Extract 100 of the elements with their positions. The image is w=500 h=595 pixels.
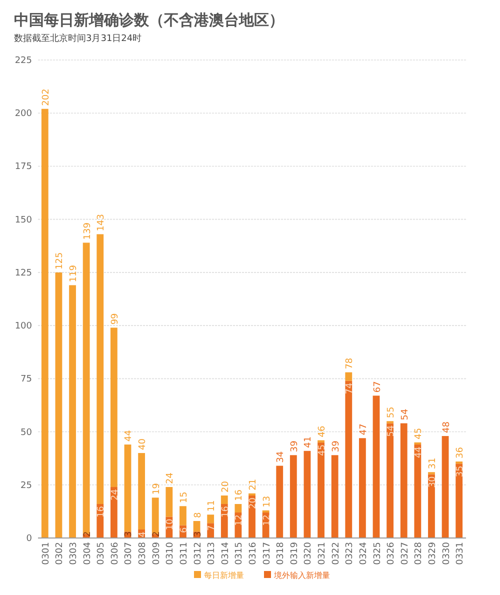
chart-subtitle: 数据截至北京时间3月31日24时 — [14, 33, 142, 44]
x-tick-label: 0304 — [82, 542, 93, 565]
total-label: 202 — [41, 88, 52, 106]
data-label: 3 — [124, 531, 134, 537]
data-label: 3 — [193, 531, 204, 537]
x-tick-label: 0312 — [193, 542, 204, 565]
x-tick-label: 0306 — [110, 542, 120, 565]
bar — [304, 450, 311, 538]
data-label: 10 — [166, 518, 176, 530]
bar — [400, 423, 408, 538]
data-label: 2 — [82, 531, 93, 537]
total-label: 19 — [152, 483, 162, 495]
y-tick-label: 75 — [20, 374, 32, 385]
total-label: 139 — [82, 222, 93, 240]
total-label: 119 — [69, 265, 80, 282]
bar — [414, 444, 422, 538]
bar — [442, 436, 449, 538]
x-tick-label: 0317 — [262, 542, 272, 565]
bar — [207, 514, 214, 524]
bar — [138, 453, 145, 530]
y-tick-label: 0 — [26, 534, 32, 544]
x-tick-label: 0327 — [400, 542, 410, 565]
data-label: 7 — [207, 525, 218, 531]
bar — [166, 487, 173, 517]
x-tick-label: 0309 — [152, 542, 162, 565]
bar — [386, 423, 394, 538]
total-label: 143 — [96, 214, 107, 232]
total-label: 48 — [442, 422, 452, 434]
bar — [359, 438, 366, 538]
data-label: 12 — [234, 514, 245, 526]
x-tick-label: 0329 — [428, 542, 438, 565]
y-tick-label: 100 — [14, 322, 32, 332]
bar — [428, 474, 435, 538]
bar — [41, 108, 48, 538]
data-label: 30 — [428, 476, 438, 488]
total-label: 15 — [179, 492, 190, 504]
bar — [262, 510, 270, 513]
bar — [110, 487, 118, 538]
x-tick-label: 0308 — [138, 542, 148, 565]
data-label: 16 — [220, 506, 231, 518]
x-tick-label: 0324 — [358, 542, 369, 565]
x-tick-label: 0302 — [55, 542, 66, 565]
legend-label: 境外输入新增量 — [273, 571, 330, 580]
bar — [220, 496, 228, 504]
x-tick-label: 0331 — [456, 542, 466, 565]
bar — [456, 464, 463, 538]
data-label: 2 — [152, 531, 162, 537]
y-tick-label: 125 — [14, 268, 32, 278]
x-tick-label: 0313 — [207, 542, 218, 565]
total-label: 67 — [372, 381, 383, 393]
total-label: 40 — [138, 438, 148, 450]
total-label: 13 — [262, 496, 272, 508]
total-label: 39 — [331, 440, 342, 452]
x-tick-label: 0314 — [220, 542, 231, 565]
bar — [248, 493, 256, 496]
data-label: 24 — [110, 489, 120, 500]
data-label: 44 — [414, 446, 424, 458]
bar — [414, 442, 422, 445]
y-tick-label: 50 — [20, 428, 32, 438]
x-tick-label: 0323 — [345, 542, 356, 565]
bar — [55, 272, 62, 538]
total-label: 34 — [276, 451, 286, 463]
x-tick-label: 0328 — [414, 542, 424, 565]
bar — [276, 466, 284, 538]
x-tick-label: 0319 — [290, 542, 300, 565]
total-label: 39 — [290, 440, 300, 452]
total-label: 99 — [110, 313, 120, 325]
total-label: 78 — [345, 358, 356, 370]
data-label: 6 — [179, 527, 190, 533]
data-label: 16 — [96, 506, 107, 518]
bar — [96, 234, 104, 504]
x-tick-label: 0310 — [166, 542, 176, 565]
y-tick-label: 25 — [20, 480, 32, 491]
bar — [124, 444, 132, 532]
y-tick-label: 200 — [14, 109, 32, 120]
data-label: 35 — [456, 466, 466, 478]
data-label: 4 — [138, 532, 148, 538]
bar — [331, 455, 338, 538]
total-label: 20 — [220, 481, 231, 492]
bar — [110, 328, 118, 488]
y-tick-label: 150 — [14, 215, 32, 226]
bar — [193, 521, 200, 532]
data-label: 12 — [262, 514, 272, 526]
total-label: 54 — [400, 408, 410, 420]
x-tick-label: 0303 — [69, 542, 80, 565]
x-tick-label: 0301 — [41, 542, 52, 565]
total-label: 36 — [456, 447, 466, 459]
bar — [345, 372, 352, 381]
x-tick-label: 0311 — [179, 542, 190, 565]
bar — [290, 455, 297, 538]
total-label: 125 — [55, 252, 66, 270]
total-label: 24 — [166, 472, 176, 484]
y-tick-label: 225 — [14, 56, 32, 66]
x-tick-label: 0330 — [442, 542, 452, 565]
data-label: 20 — [248, 498, 258, 509]
x-tick-label: 0315 — [234, 542, 245, 565]
x-tick-label: 0325 — [372, 542, 383, 565]
x-tick-label: 0326 — [386, 542, 397, 565]
total-label: 45 — [414, 428, 424, 440]
x-tick-label: 0321 — [318, 542, 328, 565]
